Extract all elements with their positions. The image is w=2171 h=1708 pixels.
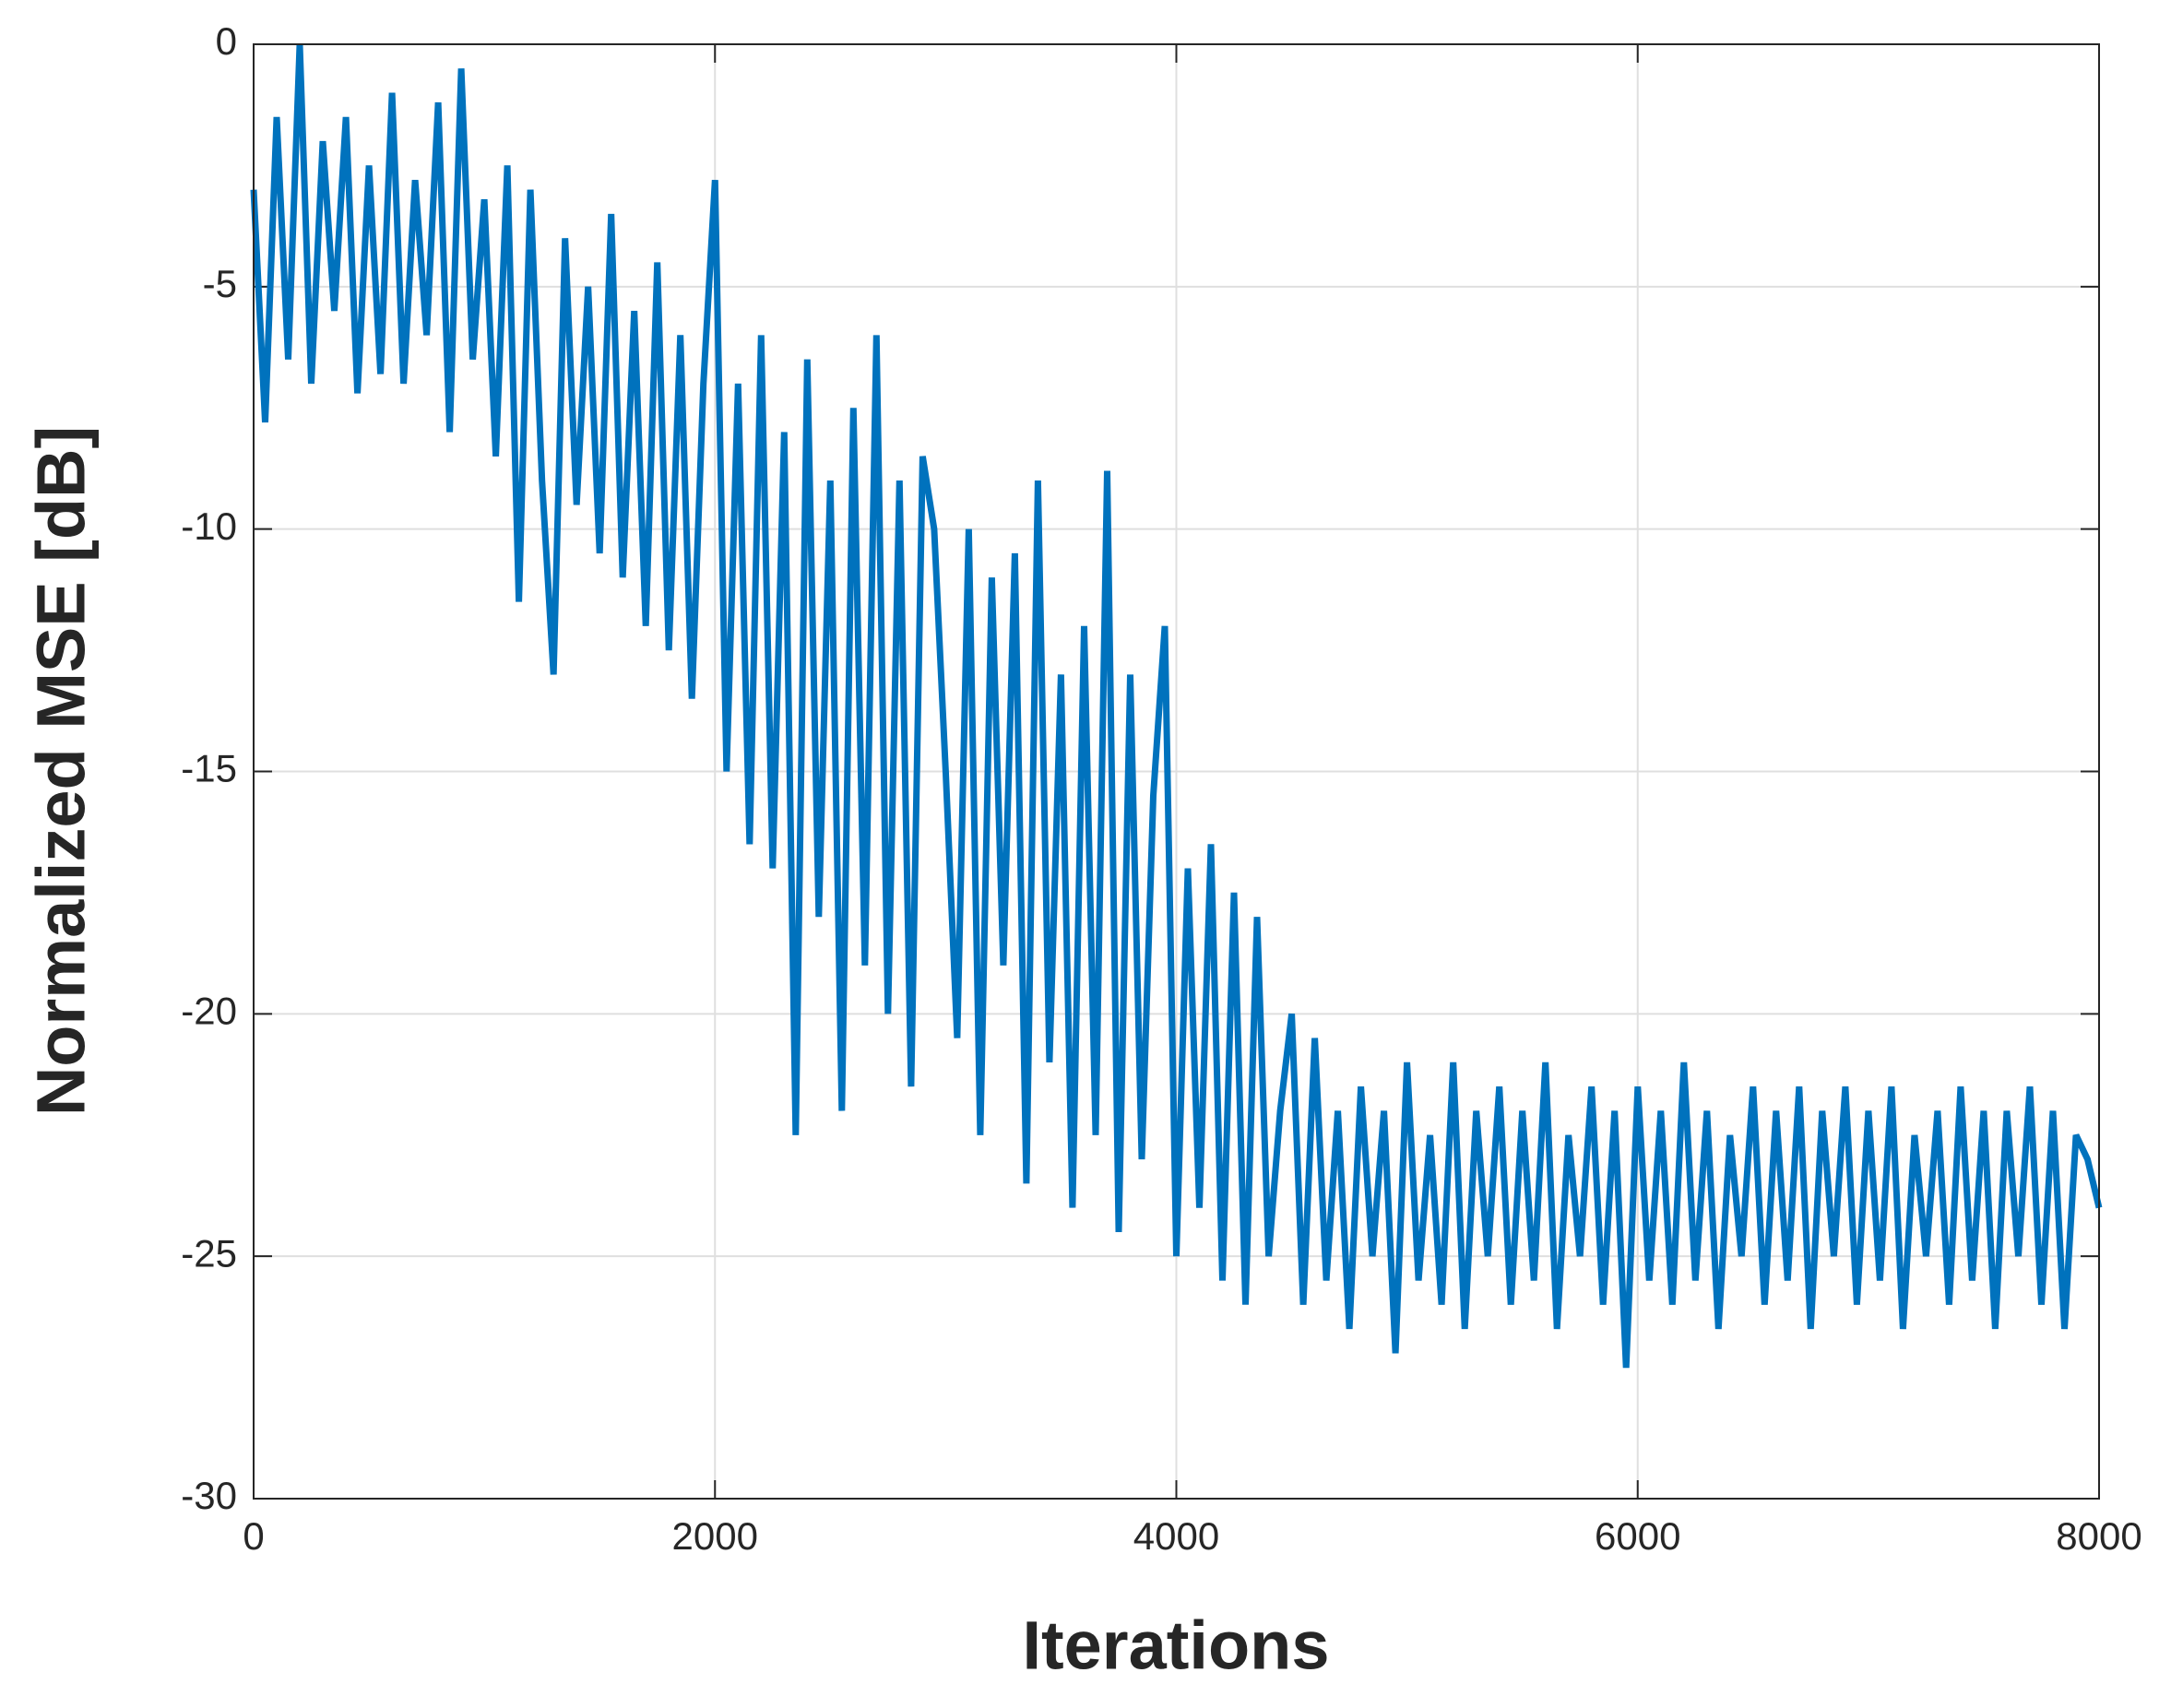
- x-tick-label: 2000: [672, 1514, 758, 1558]
- y-tick-label: -15: [181, 747, 237, 790]
- x-tick-label: 0: [243, 1514, 264, 1558]
- data-line: [250, 43, 2103, 1369]
- y-tick-label: -5: [203, 262, 237, 305]
- y-tick-label: -25: [181, 1231, 237, 1275]
- x-tick-label: 8000: [2056, 1514, 2141, 1558]
- y-axis-label: Normalized MSE [dB]: [23, 426, 100, 1116]
- y-tick-label: -20: [181, 989, 237, 1032]
- plot-frame: [253, 43, 2100, 1500]
- y-tick-label: -10: [181, 504, 237, 548]
- x-axis-label: Iterations: [1022, 1607, 1329, 1684]
- x-tick-label: 6000: [1595, 1514, 1680, 1558]
- y-tick-label: 0: [216, 19, 237, 63]
- y-tick-label: -30: [181, 1474, 237, 1517]
- x-tick-label: 4000: [1133, 1514, 1219, 1558]
